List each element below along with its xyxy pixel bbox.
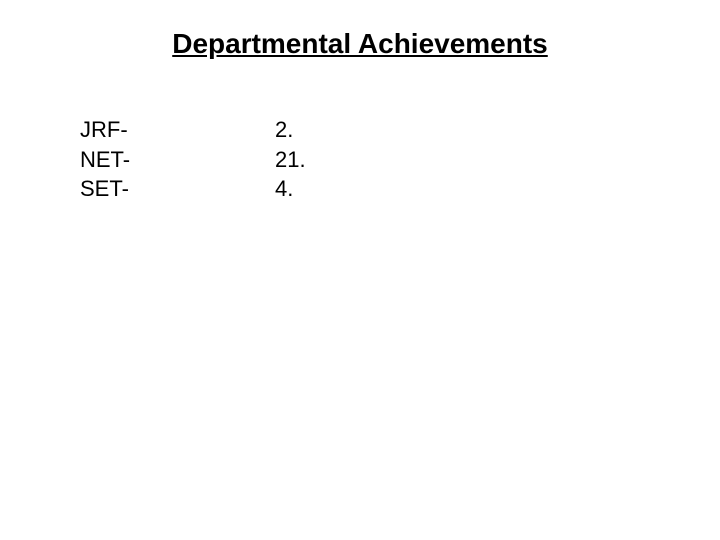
item-label: NET- [80,145,275,175]
achievements-list: JRF- 2. NET- 21. SET- 4. [80,115,375,204]
item-value: 2. [275,115,375,145]
item-label: JRF- [80,115,275,145]
list-item: SET- 4. [80,174,375,204]
item-value: 21. [275,145,375,175]
page-title: Departmental Achievements [0,28,720,60]
list-item: JRF- 2. [80,115,375,145]
item-value: 4. [275,174,375,204]
item-label: SET- [80,174,275,204]
list-item: NET- 21. [80,145,375,175]
